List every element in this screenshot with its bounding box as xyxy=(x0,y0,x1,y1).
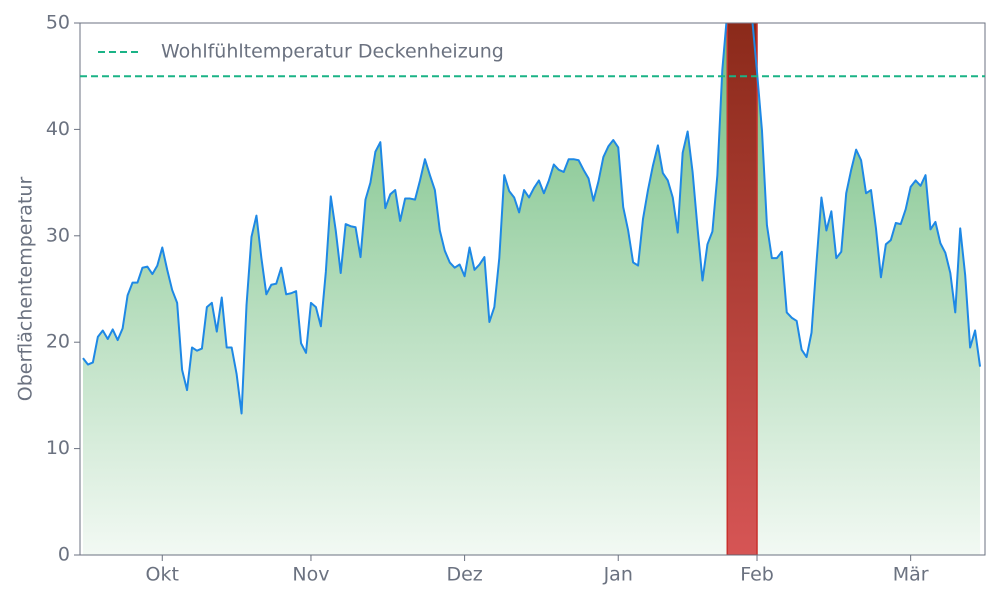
plot-area xyxy=(82,23,982,555)
x-tick-label: Nov xyxy=(292,564,329,586)
y-tick-label: 50 xyxy=(46,12,70,34)
area-fill xyxy=(82,23,981,555)
x-tick-label: Mär xyxy=(893,564,929,586)
y-axis-label: Oberflächentemperatur xyxy=(15,177,37,402)
x-tick-label: Jan xyxy=(603,564,633,586)
x-tick-label: Feb xyxy=(740,564,774,586)
y-tick-label: 30 xyxy=(46,224,70,246)
line xyxy=(82,23,982,415)
y-tick-label: 10 xyxy=(46,437,70,459)
x-tick-label: Dez xyxy=(446,564,482,586)
y-tick-label: 40 xyxy=(46,118,70,140)
legend: Wohlfühltemperatur Deckenheizung xyxy=(98,41,504,63)
y-tick-label: 0 xyxy=(58,544,70,566)
x-tick-label: Okt xyxy=(146,564,179,586)
legend-label: Wohlfühltemperatur Deckenheizung xyxy=(161,41,504,63)
y-tick-label: 20 xyxy=(46,331,70,353)
highlight-band xyxy=(726,23,758,555)
plot-frame xyxy=(79,22,986,556)
